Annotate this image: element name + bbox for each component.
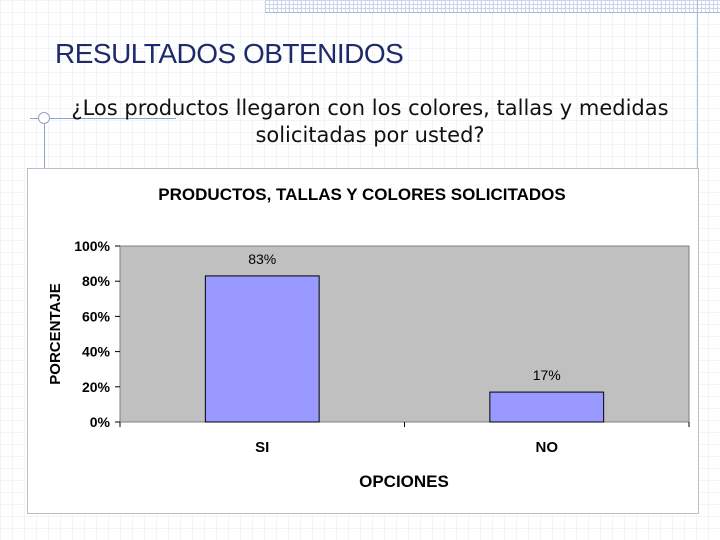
decorative-top-strip — [265, 0, 720, 13]
data-label: 17% — [533, 367, 561, 383]
decorative-vertical-line — [44, 118, 45, 190]
y-tick-label: 20% — [82, 379, 111, 395]
bar — [204, 275, 320, 423]
y-tick-label: 100% — [74, 238, 110, 254]
decorative-right-line — [697, 0, 698, 186]
x-axis-label: OPCIONES — [359, 472, 449, 491]
x-tick-label: SI — [255, 439, 269, 456]
y-tick-label: 80% — [82, 273, 111, 289]
decorative-horizontal-line — [30, 118, 176, 119]
data-label: 83% — [248, 251, 276, 267]
slide-question: ¿Los productos llegaron con los colores,… — [71, 96, 669, 147]
decorative-circle-icon — [38, 112, 50, 124]
y-axis: 0% 20% 40% 60% 80% 100% — [74, 238, 120, 430]
y-tick-label: 40% — [82, 344, 111, 360]
chart-title: PRODUCTOS, TALLAS Y COLORES SOLICITADOS — [158, 185, 565, 204]
bar — [489, 391, 605, 423]
y-axis-label: PORCENTAJE — [47, 283, 64, 384]
y-tick-label: 60% — [82, 308, 111, 324]
x-tick-label: NO — [536, 439, 559, 456]
x-axis: SI NO — [119, 422, 690, 456]
bars-group: 83% 17% — [204, 251, 605, 423]
slide-title: RESULTADOS OBTENIDOS — [55, 38, 404, 69]
y-tick-label: 0% — [90, 414, 111, 430]
